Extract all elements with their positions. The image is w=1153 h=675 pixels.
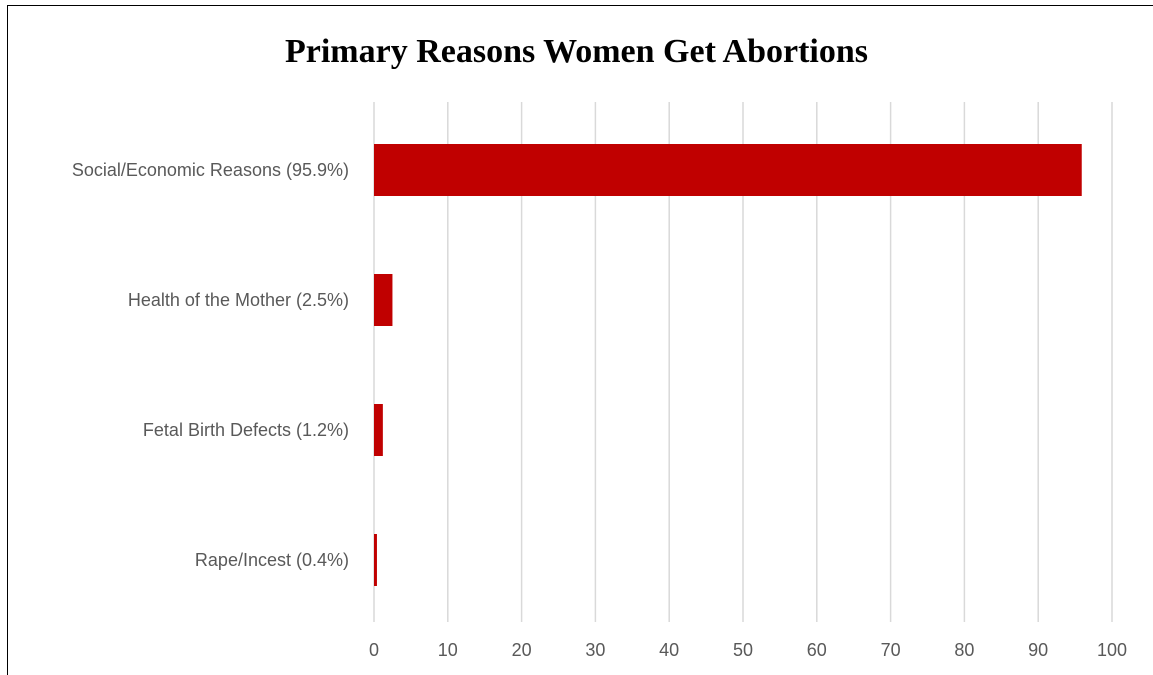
- category-label: Fetal Birth Defects (1.2%): [143, 420, 349, 440]
- bar: [374, 534, 377, 586]
- bar: [374, 274, 393, 326]
- x-tick-label: 0: [369, 640, 379, 660]
- x-tick-label: 10: [438, 640, 458, 660]
- bar: [374, 404, 383, 456]
- x-tick-labels: 0 10 20 30 40 50 60 70 80 90 100: [369, 640, 1127, 660]
- x-tick-label: 70: [881, 640, 901, 660]
- bars: [374, 144, 1082, 586]
- category-label: Rape/Incest (0.4%): [195, 550, 349, 570]
- x-tick-label: 30: [585, 640, 605, 660]
- category-labels: Social/Economic Reasons (95.9%) Health of…: [72, 160, 349, 570]
- category-label: Health of the Mother (2.5%): [128, 290, 349, 310]
- x-tick-label: 40: [659, 640, 679, 660]
- category-label: Social/Economic Reasons (95.9%): [72, 160, 349, 180]
- x-tick-label: 80: [954, 640, 974, 660]
- chart-title: Primary Reasons Women Get Abortions: [284, 33, 868, 70]
- bar: [374, 144, 1082, 196]
- x-tick-label: 20: [512, 640, 532, 660]
- x-tick-label: 90: [1028, 640, 1048, 660]
- x-tick-label: 60: [807, 640, 827, 660]
- chart-frame: [7, 5, 1153, 675]
- x-tick-label: 50: [733, 640, 753, 660]
- x-tick-label: 100: [1097, 640, 1127, 660]
